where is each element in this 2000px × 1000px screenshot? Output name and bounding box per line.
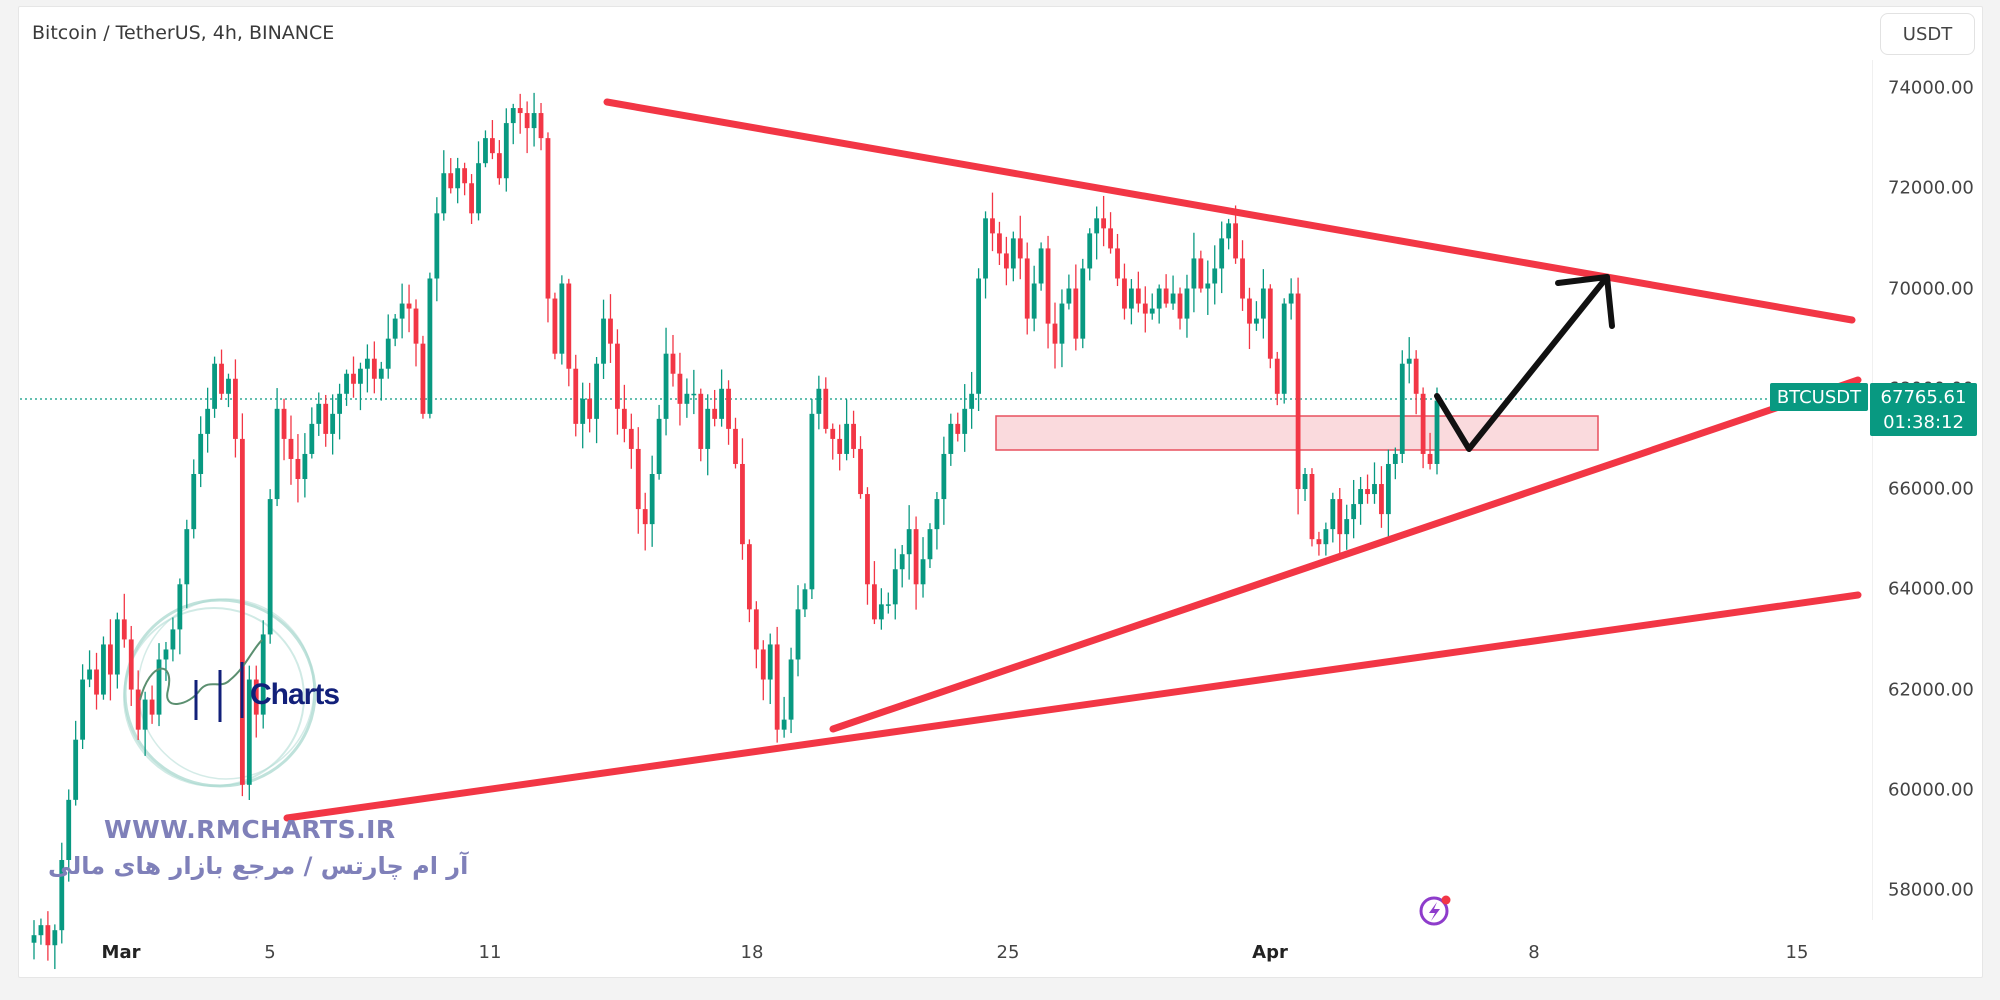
price-tick-label: 58000.00	[1888, 879, 1974, 901]
watermark-tagline: آر ام چارتس / مرجع بازار های مالی	[48, 852, 469, 880]
inner-support-trendline[interactable]	[829, 376, 1862, 733]
projection-arrow[interactable]	[1434, 274, 1610, 452]
time-tick-label: 8	[1528, 942, 1540, 963]
time-tick-label: 15	[1785, 942, 1809, 963]
price-tick-label: 62000.00	[1888, 679, 1974, 701]
arrow-head	[1555, 274, 1615, 329]
candlestick-series	[31, 92, 1440, 970]
time-tick-label: 11	[478, 942, 502, 963]
price-tick-label: 74000.00	[1888, 77, 1974, 99]
time-tick-label: 18	[740, 942, 764, 963]
price-tick-label: 70000.00	[1888, 278, 1974, 300]
time-tick-label: Apr	[1252, 942, 1288, 963]
currency-button[interactable]: USDT	[1880, 13, 1975, 55]
time-tick-label: 25	[996, 942, 1020, 963]
price-axis-divider	[1872, 60, 1873, 920]
lightning-icon[interactable]	[1419, 895, 1451, 926]
price-tick-label: 64000.00	[1888, 578, 1974, 600]
watermark-url: WWW.RMCHARTS.IR	[104, 815, 396, 844]
last-price-tag: 67765.61 01:38:12	[1870, 383, 1977, 436]
bar-countdown: 01:38:12	[1883, 412, 1964, 433]
price-tick-label: 66000.00	[1888, 478, 1974, 500]
time-tick-label: 5	[264, 942, 276, 963]
outer-support-trendline[interactable]	[283, 591, 1862, 822]
price-tick-label: 60000.00	[1888, 779, 1974, 801]
resistance-trendline[interactable]	[603, 98, 1856, 324]
last-price-value: 67765.61	[1880, 387, 1967, 408]
price-tick-label: 72000.00	[1888, 177, 1974, 199]
watermark-logo-text: Charts	[250, 678, 340, 711]
time-tick-label: Mar	[101, 942, 141, 963]
chart-title: Bitcoin / TetherUS, 4h, BINANCE	[32, 22, 335, 44]
watermark-logo-mark	[139, 639, 263, 722]
symbol-price-tag: BTCUSDT	[1770, 383, 1868, 411]
